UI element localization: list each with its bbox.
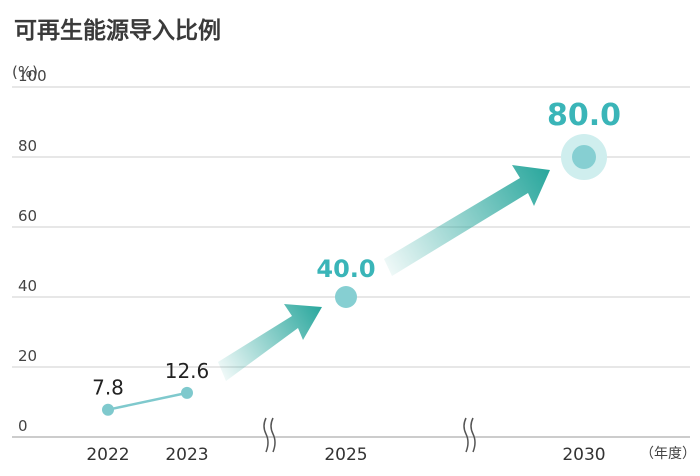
y-axis: 0 20 40 60 80 100	[18, 67, 47, 435]
chart-title: 可再生能源导入比例	[14, 17, 221, 44]
axis-break-mark	[470, 417, 476, 453]
x-tick-label: 2030	[562, 445, 605, 465]
data-label: 40.0	[316, 255, 375, 283]
axis-break-mark	[270, 417, 276, 453]
trend-arrows	[218, 165, 550, 381]
axis-break	[263, 417, 476, 453]
axis-break-mark	[263, 417, 269, 453]
y-tick-label: 60	[18, 207, 37, 225]
axis-break-mark	[463, 417, 469, 453]
x-tick-label: 2025	[324, 445, 367, 465]
y-tick-label: 40	[18, 277, 37, 295]
y-axis-unit: (%)	[12, 63, 38, 81]
y-tick-label: 20	[18, 347, 37, 365]
trend-arrow	[218, 304, 322, 381]
trend-arrow	[384, 165, 550, 276]
data-label: 12.6	[165, 359, 210, 383]
x-tick-label: 2023	[165, 445, 208, 465]
data-label: 80.0	[547, 98, 621, 133]
x-axis: 2022 2023 2025 2030	[86, 445, 605, 465]
data-point	[335, 286, 357, 308]
series: 7.8 12.6 40.0 80.0	[92, 98, 621, 416]
y-tick-label: 80	[18, 137, 37, 155]
data-point	[181, 386, 193, 399]
y-tick-label: 100	[18, 67, 47, 85]
x-tick-label: 2022	[86, 445, 129, 465]
x-axis-unit: （年度）	[640, 446, 696, 462]
data-point	[102, 403, 114, 416]
y-tick-label: 0	[18, 417, 28, 435]
data-label: 7.8	[92, 376, 124, 400]
series-line	[107, 391, 188, 411]
data-point	[572, 145, 596, 169]
